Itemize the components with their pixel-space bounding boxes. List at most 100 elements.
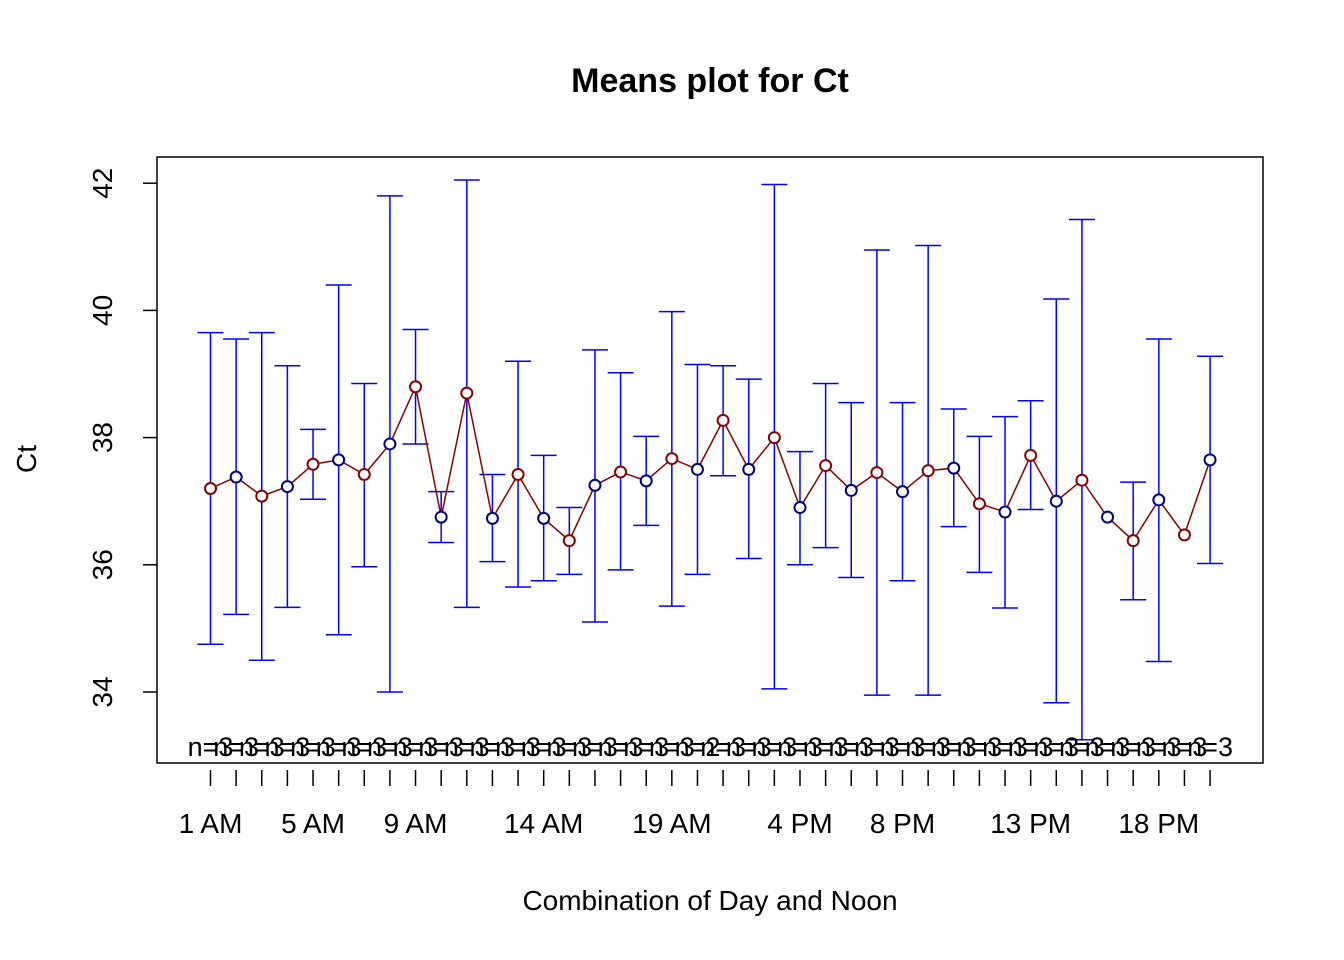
n-label: n=3 bbox=[316, 732, 362, 762]
x-tick-label: 14 AM bbox=[504, 808, 583, 839]
n-label: n=3 bbox=[1085, 732, 1131, 762]
n-label: n=3 bbox=[751, 732, 797, 762]
n-label: n=3 bbox=[1059, 732, 1105, 762]
n-label: n=3 bbox=[803, 732, 849, 762]
mean-point bbox=[819, 459, 833, 473]
mean-point bbox=[204, 481, 217, 495]
mean-point bbox=[1126, 534, 1140, 548]
n-label: n=3 bbox=[1110, 732, 1156, 762]
n-label: n=3 bbox=[1033, 732, 1079, 762]
n-label: n=3 bbox=[1162, 732, 1208, 762]
mean-point bbox=[639, 474, 653, 488]
y-tick-label: 40 bbox=[87, 295, 118, 326]
y-tick-label: 38 bbox=[87, 422, 118, 453]
mean-point bbox=[690, 462, 704, 476]
y-tick-label: 34 bbox=[87, 676, 118, 707]
chart-title: Means plot for Ct bbox=[571, 62, 849, 100]
n-label: n=3 bbox=[546, 732, 592, 762]
y-axis: 34 36 38 40 42 bbox=[87, 168, 157, 708]
mean-point bbox=[896, 485, 910, 499]
mean-point bbox=[665, 452, 679, 466]
n-label: n=3 bbox=[290, 732, 336, 762]
mean-point bbox=[588, 478, 602, 492]
n-label: n=3 bbox=[956, 732, 1002, 762]
n-label: n=3 bbox=[1187, 732, 1233, 762]
n-label: n=3 bbox=[572, 732, 618, 762]
n-label: n=3 bbox=[854, 732, 900, 762]
n-label: n=3 bbox=[623, 732, 669, 762]
n-label: n=3 bbox=[213, 732, 259, 762]
n-label: n=3 bbox=[726, 732, 772, 762]
n-labels: n=3n=3n=3n=3n=3n=3n=3n=3n=3n=3n=3n=3n=3n… bbox=[188, 732, 1233, 762]
n-label: n=3 bbox=[880, 732, 926, 762]
n-label: n=3 bbox=[1136, 732, 1182, 762]
mean-point bbox=[332, 453, 346, 467]
mean-point bbox=[1203, 453, 1217, 467]
mean-point bbox=[767, 431, 781, 445]
x-tick-label: 1 AM bbox=[179, 808, 243, 839]
mean-point bbox=[1101, 510, 1115, 524]
n-label: n=3 bbox=[418, 732, 464, 762]
y-tick-label: 36 bbox=[87, 549, 118, 580]
mean-point bbox=[947, 461, 961, 475]
mean-point bbox=[1049, 494, 1063, 508]
mean-line bbox=[210, 384, 1211, 542]
mean-point bbox=[409, 380, 423, 394]
mean-point bbox=[844, 483, 858, 497]
n-label: n=3 bbox=[444, 732, 490, 762]
n-label: n=3 bbox=[521, 732, 567, 762]
n-label: n=3 bbox=[239, 732, 285, 762]
mean-point bbox=[229, 470, 243, 484]
n-label: n=3 bbox=[982, 732, 1028, 762]
n-label: n=3 bbox=[341, 732, 387, 762]
mean-point bbox=[1177, 528, 1191, 542]
mean-point bbox=[742, 462, 756, 476]
mean-point bbox=[1024, 448, 1038, 462]
mean-point bbox=[793, 501, 807, 515]
n-label: n=3 bbox=[1008, 732, 1054, 762]
x-tick-label: 5 AM bbox=[281, 808, 345, 839]
n-label: n=3 bbox=[367, 732, 413, 762]
mean-point bbox=[357, 467, 371, 481]
mean-points bbox=[204, 380, 1217, 548]
n-label: n=3 bbox=[495, 732, 541, 762]
x-tick-label: 9 AM bbox=[384, 808, 448, 839]
x-tick-label: 13 PM bbox=[990, 808, 1071, 839]
mean-point bbox=[306, 457, 320, 471]
y-axis-label: Ct bbox=[11, 445, 42, 473]
mean-point bbox=[870, 466, 884, 480]
plot-frame bbox=[156, 156, 1264, 764]
mean-point bbox=[614, 465, 628, 479]
mean-point bbox=[921, 464, 935, 478]
mean-point bbox=[485, 511, 499, 525]
n-label: n=3 bbox=[931, 732, 977, 762]
x-tick-label: 19 AM bbox=[632, 808, 711, 839]
n-label: n=3 bbox=[598, 732, 644, 762]
mean-point bbox=[972, 497, 986, 511]
y-tick-label: 42 bbox=[87, 168, 118, 199]
mean-line-group bbox=[210, 384, 1211, 542]
mean-point bbox=[562, 534, 576, 548]
n-label: n=3 bbox=[905, 732, 951, 762]
x-tick-label: 18 PM bbox=[1118, 808, 1199, 839]
n-label: n=3 bbox=[828, 732, 874, 762]
mean-point bbox=[716, 413, 730, 427]
mean-point bbox=[460, 386, 474, 400]
x-tick-label: 8 PM bbox=[870, 808, 935, 839]
n-label: n=3 bbox=[393, 732, 439, 762]
n-label: n=3 bbox=[700, 732, 746, 762]
x-axis-label: Combination of Day and Noon bbox=[522, 885, 897, 916]
error-bars bbox=[197, 179, 1224, 741]
n-label: n=3 bbox=[777, 732, 823, 762]
mean-point bbox=[537, 511, 551, 525]
mean-point bbox=[998, 505, 1012, 519]
n-label: n=3 bbox=[649, 732, 695, 762]
mean-point bbox=[1152, 493, 1166, 507]
x-axis: 1 AM 5 AM 9 AM 14 AM 19 AM 4 PM 8 PM 13 PM 18 PM bbox=[179, 770, 1211, 839]
n-label: n=3 bbox=[264, 732, 310, 762]
mean-point bbox=[280, 480, 294, 494]
x-tick-label: 4 PM bbox=[767, 808, 832, 839]
mean-point bbox=[255, 489, 269, 503]
mean-point bbox=[383, 437, 397, 451]
n-label: n=3 bbox=[470, 732, 516, 762]
